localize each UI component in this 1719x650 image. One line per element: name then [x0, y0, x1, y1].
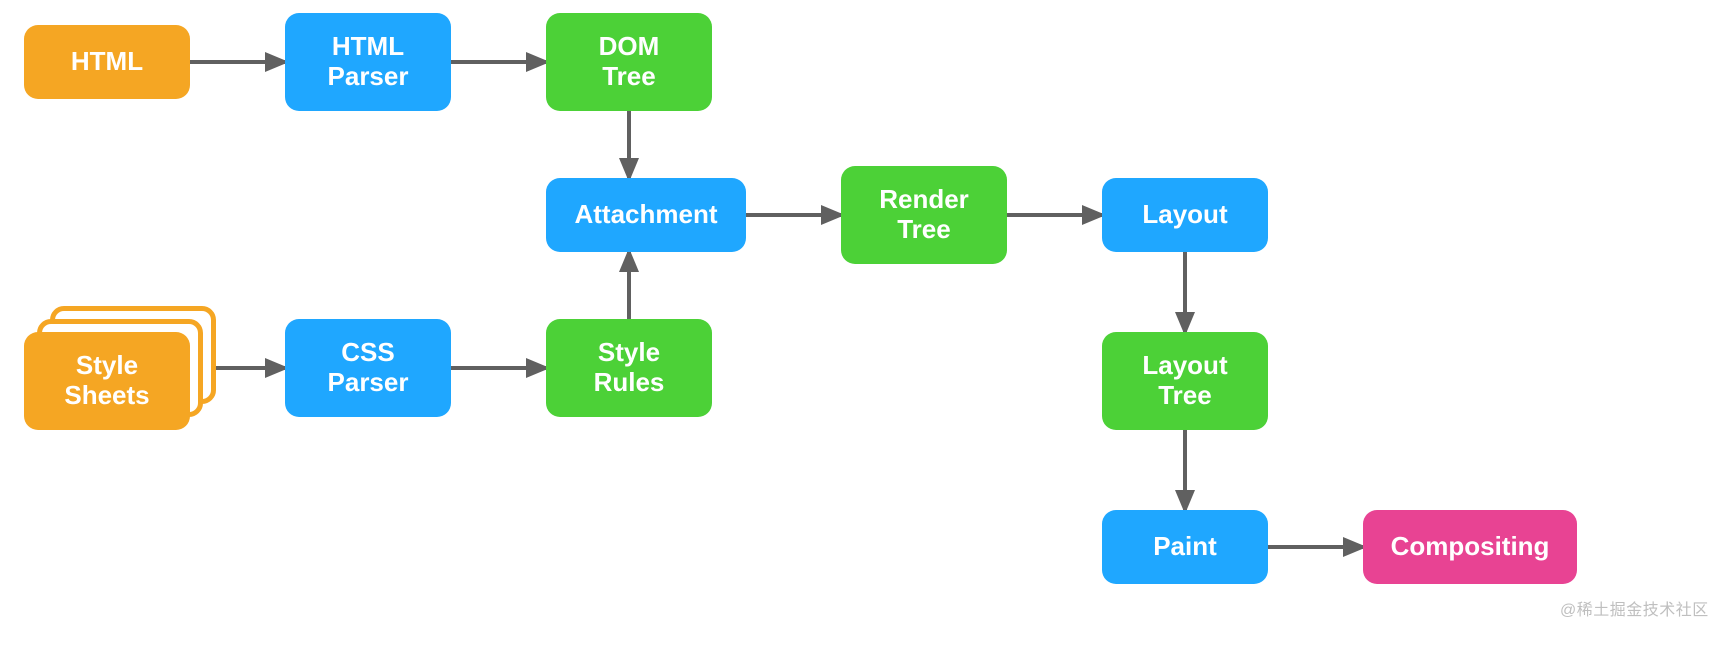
node-html-parser: HTML Parser [285, 13, 451, 111]
node-label-html-parser: HTML Parser [328, 32, 409, 92]
node-label-paint: Paint [1153, 532, 1217, 562]
node-label-compositing: Compositing [1391, 532, 1550, 562]
node-layout: Layout [1102, 178, 1268, 252]
node-layout-tree: Layout Tree [1102, 332, 1268, 430]
node-label-html: HTML [71, 47, 143, 77]
node-attachment: Attachment [546, 178, 746, 252]
node-html: HTML [24, 25, 190, 99]
node-label-css-parser: CSS Parser [328, 338, 409, 398]
node-css-parser: CSS Parser [285, 319, 451, 417]
flowchart-canvas: HTML HTML Parser DOM Tree Style Sheets CSS P… [0, 0, 1719, 650]
node-label-style-rules: Style Rules [594, 338, 665, 398]
node-label-layout: Layout [1142, 200, 1227, 230]
node-label-style-sheets: Style Sheets [64, 351, 149, 411]
node-render-tree: Render Tree [841, 166, 1007, 264]
node-dom-tree: DOM Tree [546, 13, 712, 111]
node-paint: Paint [1102, 510, 1268, 584]
node-label-layout-tree: Layout Tree [1142, 351, 1227, 411]
node-style-rules: Style Rules [546, 319, 712, 417]
watermark: @稀土掘金技术社区 [1560, 596, 1709, 620]
node-style-sheets: Style Sheets [24, 332, 190, 430]
node-label-render-tree: Render Tree [879, 185, 969, 245]
node-label-dom-tree: DOM Tree [599, 32, 660, 92]
node-label-attachment: Attachment [574, 200, 717, 230]
node-compositing: Compositing [1363, 510, 1577, 584]
